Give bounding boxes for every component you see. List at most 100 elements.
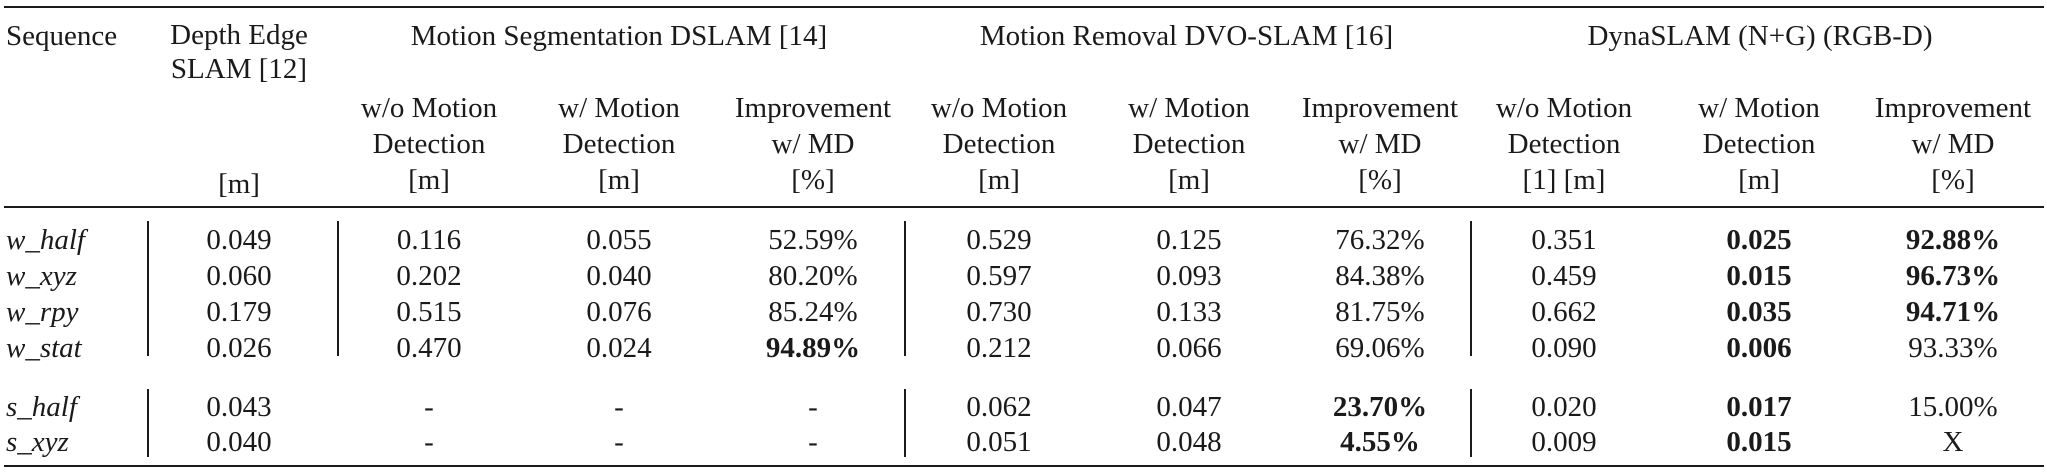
bottom-rule bbox=[4, 465, 2044, 467]
subheader-line: Improvement bbox=[1874, 92, 2032, 124]
header-depth-edge: Depth Edge SLAM [12] bbox=[154, 18, 324, 86]
subheader-dy-wo: w/o Motion Detection [1] [m] bbox=[1474, 90, 1654, 198]
row-ms-imp: 80.20% bbox=[768, 260, 858, 292]
row-mr-imp: 76.32% bbox=[1335, 224, 1425, 256]
subheader-line: Detection bbox=[942, 128, 1056, 160]
subheader-mr-w: w/ Motion Detection [m] bbox=[1104, 90, 1274, 198]
row-dy-wo: 0.009 bbox=[1531, 426, 1597, 458]
row-sequence: s_xyz bbox=[6, 426, 69, 458]
subheader-line: w/o Motion bbox=[360, 92, 498, 124]
row-ms-w: 0.076 bbox=[586, 296, 652, 328]
row-mr-wo: 0.212 bbox=[966, 332, 1032, 364]
row-ms-imp: - bbox=[808, 391, 818, 423]
row-ms-w: 0.040 bbox=[586, 260, 652, 292]
row-dy-imp: 94.71% bbox=[1905, 296, 2001, 328]
subheader-line: Detection bbox=[372, 128, 486, 160]
row-ms-imp: 85.24% bbox=[768, 296, 858, 328]
row-dy-wo: 0.090 bbox=[1531, 332, 1597, 364]
subheader-unit: [m] bbox=[408, 164, 450, 196]
subheader-line: w/ MD bbox=[1338, 128, 1422, 160]
separator-1-top bbox=[147, 221, 149, 356]
row-dy-imp: 15.00% bbox=[1908, 391, 1998, 423]
row-ms-wo: - bbox=[424, 391, 434, 423]
row-mr-imp: 23.70% bbox=[1332, 391, 1428, 423]
separator-1-bottom bbox=[147, 389, 149, 457]
subheader-line: w/ Motion bbox=[1698, 92, 1820, 124]
row-ms-w: - bbox=[614, 391, 624, 423]
row-depth: 0.026 bbox=[206, 332, 272, 364]
row-depth: 0.043 bbox=[206, 391, 272, 423]
subheader-line: w/ Motion bbox=[558, 92, 680, 124]
row-mr-wo: 0.051 bbox=[966, 426, 1032, 458]
row-mr-wo: 0.529 bbox=[966, 224, 1032, 256]
row-ms-imp: - bbox=[808, 426, 818, 458]
row-ms-wo: 0.116 bbox=[396, 224, 462, 256]
header-depth-edge-line1: Depth Edge bbox=[170, 19, 308, 51]
header-depth-unit: [m] bbox=[218, 168, 260, 200]
row-mr-w: 0.133 bbox=[1156, 296, 1222, 328]
row-depth: 0.179 bbox=[206, 296, 272, 328]
row-dy-imp: 93.33% bbox=[1908, 332, 1998, 364]
row-ms-w: 0.024 bbox=[586, 332, 652, 364]
row-depth: 0.040 bbox=[206, 426, 272, 458]
subheader-line: Detection bbox=[1507, 128, 1621, 160]
subheader-unit: [m] bbox=[1168, 164, 1210, 196]
subheader-line: Detection bbox=[562, 128, 676, 160]
row-mr-wo: 0.730 bbox=[966, 296, 1032, 328]
subheader-ms-wo: w/o Motion Detection [m] bbox=[339, 90, 519, 198]
header-group-motion-removal: Motion Removal DVO-SLAM [16] bbox=[979, 20, 1394, 52]
row-ms-wo: - bbox=[424, 426, 434, 458]
row-dy-imp: 96.73% bbox=[1905, 260, 2001, 292]
row-ms-wo: 0.202 bbox=[396, 260, 462, 292]
row-dy-w: 0.035 bbox=[1726, 296, 1792, 328]
separator-4-top bbox=[1470, 221, 1472, 356]
row-mr-w: 0.125 bbox=[1156, 224, 1222, 256]
row-dy-w: 0.015 bbox=[1726, 260, 1792, 292]
header-sequence: Sequence bbox=[6, 20, 118, 52]
row-ms-wo: 0.515 bbox=[396, 296, 462, 328]
subheader-unit: [1] [m] bbox=[1522, 164, 1606, 196]
subheader-line: Improvement bbox=[1301, 92, 1459, 124]
row-ms-w: 0.055 bbox=[586, 224, 652, 256]
subheader-ms-imp: Improvement w/ MD [%] bbox=[722, 90, 904, 198]
results-table: Sequence Depth Edge SLAM [12] [m] Motion… bbox=[4, 6, 2044, 468]
subheader-dy-imp: Improvement w/ MD [%] bbox=[1862, 90, 2044, 198]
subheader-unit: [%] bbox=[1358, 164, 1402, 196]
row-ms-imp: 94.89% bbox=[765, 332, 861, 364]
header-group-motion-segmentation: Motion Segmentation DSLAM [14] bbox=[410, 20, 828, 52]
row-mr-imp: 84.38% bbox=[1335, 260, 1425, 292]
row-sequence: s_half bbox=[6, 391, 77, 423]
subheader-mr-imp: Improvement w/ MD [%] bbox=[1289, 90, 1471, 198]
row-depth: 0.049 bbox=[206, 224, 272, 256]
row-mr-imp: 4.55% bbox=[1340, 426, 1420, 458]
row-dy-w: 0.015 bbox=[1726, 426, 1792, 458]
subheader-unit: [m] bbox=[1738, 164, 1780, 196]
subheader-line: Detection bbox=[1702, 128, 1816, 160]
row-dy-w: 0.017 bbox=[1726, 391, 1792, 423]
subheader-line: w/ MD bbox=[771, 128, 855, 160]
header-group-dynaslam: DynaSLAM (N+G) (RGB-D) bbox=[1587, 20, 1933, 52]
row-dy-wo: 0.351 bbox=[1531, 224, 1597, 256]
row-sequence: w_xyz bbox=[6, 260, 77, 292]
separator-3-top bbox=[904, 221, 906, 356]
subheader-line: w/ Motion bbox=[1128, 92, 1250, 124]
row-mr-wo: 0.062 bbox=[966, 391, 1032, 423]
subheader-unit: [%] bbox=[1931, 164, 1975, 196]
subheader-line: w/o Motion bbox=[1495, 92, 1633, 124]
row-dy-imp: X bbox=[1942, 426, 1964, 458]
row-depth: 0.060 bbox=[206, 260, 272, 292]
subheader-mr-wo: w/o Motion Detection [m] bbox=[909, 90, 1089, 198]
row-mr-w: 0.047 bbox=[1156, 391, 1222, 423]
row-mr-imp: 81.75% bbox=[1335, 296, 1425, 328]
row-ms-imp: 52.59% bbox=[768, 224, 858, 256]
separator-2-top bbox=[337, 221, 339, 356]
row-dy-wo: 0.459 bbox=[1531, 260, 1597, 292]
subheader-line: Improvement bbox=[734, 92, 892, 124]
row-mr-w: 0.066 bbox=[1156, 332, 1222, 364]
separator-3-bottom bbox=[904, 389, 906, 457]
row-sequence: w_stat bbox=[6, 332, 82, 364]
row-dy-w: 0.006 bbox=[1726, 332, 1792, 364]
subheader-unit: [m] bbox=[978, 164, 1020, 196]
row-mr-wo: 0.597 bbox=[966, 260, 1032, 292]
row-ms-wo: 0.470 bbox=[396, 332, 462, 364]
